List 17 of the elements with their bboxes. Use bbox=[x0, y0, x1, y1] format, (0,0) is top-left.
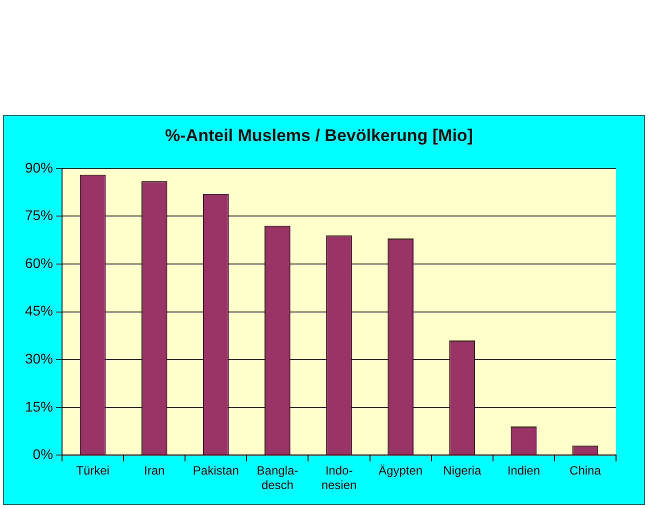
y-tick-label: 90% bbox=[24, 159, 54, 176]
y-tick-label: 60% bbox=[24, 254, 54, 271]
y-tick-label: 75% bbox=[24, 207, 54, 224]
x-tick-label: Indien bbox=[507, 464, 540, 478]
x-tick-label: China bbox=[570, 464, 602, 478]
x-tick-label: Nigeria bbox=[443, 464, 482, 478]
x-tick-label: Bangla- desch bbox=[256, 464, 298, 492]
chart-title: %-Anteil Muslems / Bevölkerung [Mio] bbox=[165, 126, 473, 145]
x-tick-label: Ägypten bbox=[378, 464, 423, 478]
y-tick-label: 45% bbox=[24, 302, 54, 319]
y-tick-label: 15% bbox=[24, 398, 54, 414]
x-tick-label: Indo- nesien bbox=[321, 464, 357, 492]
x-tick-label: Pakistan bbox=[192, 464, 239, 478]
y-tick-label: 0% bbox=[32, 446, 54, 462]
x-tick-label: Iran bbox=[144, 464, 165, 478]
x-tick-label: Türkei bbox=[76, 464, 110, 478]
y-tick-label: 30% bbox=[24, 350, 54, 366]
